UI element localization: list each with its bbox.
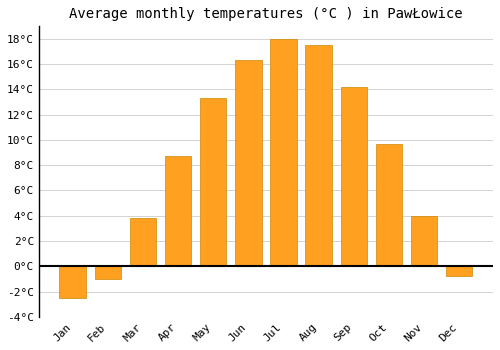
Bar	[165, 156, 191, 266]
Bar	[446, 266, 472, 277]
Bar	[130, 218, 156, 266]
Bar	[270, 39, 296, 266]
Bar	[306, 45, 332, 266]
Bar	[94, 266, 121, 279]
Bar	[376, 144, 402, 266]
Bar	[340, 87, 367, 266]
Bar	[200, 98, 226, 266]
Bar	[411, 216, 438, 266]
Bar	[60, 266, 86, 298]
Bar	[235, 61, 262, 266]
Title: Average monthly temperatures (°C ) in PawŁowice: Average monthly temperatures (°C ) in Pa…	[69, 7, 462, 21]
